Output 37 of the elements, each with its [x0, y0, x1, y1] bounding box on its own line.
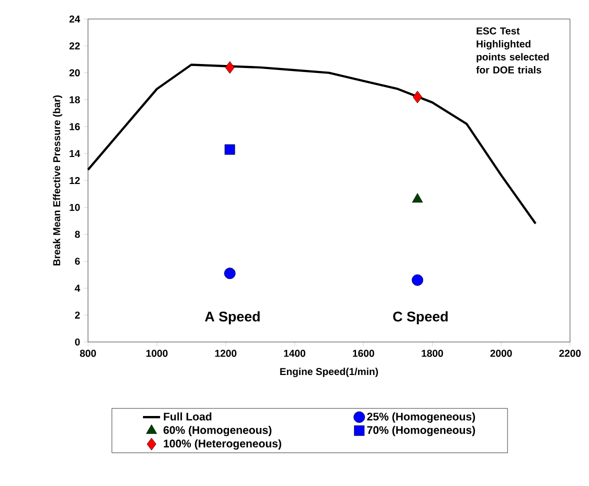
- y-tick-label: 0: [75, 338, 80, 346]
- annotation: C Speed: [393, 311, 448, 324]
- legend-label: Full Load: [164, 412, 212, 420]
- y-tick-label: 12: [70, 177, 80, 184]
- legend-label: 100% (Heterogeneous): [164, 439, 282, 450]
- legend-label: 70% (Homogeneous): [367, 426, 475, 436]
- x-tick-label: 2000: [490, 350, 512, 357]
- y-tick-label: 20: [69, 69, 80, 76]
- annotation: ESC Test Highlighted points selected for DOE trials: [476, 27, 549, 74]
- legend-label: 60% (Homogeneous): [164, 426, 272, 436]
- y-tick-label: 8: [74, 230, 80, 238]
- legend-label: 25% (Homogeneous): [367, 412, 475, 423]
- x-tick-label: 1800: [422, 350, 444, 357]
- annotation: A Speed: [204, 311, 260, 324]
- y-axis-title: Break Mean Effective Pressure (bar): [52, 95, 62, 266]
- x-tick-label: 2200: [559, 350, 581, 357]
- point: [225, 61, 235, 74]
- y-tick-label: 2: [74, 312, 80, 319]
- y-tick-label: 16: [70, 123, 80, 130]
- y-tick-label: 4: [74, 284, 80, 292]
- point: [224, 268, 236, 280]
- x-tick-label: 1400: [284, 350, 306, 357]
- x-tick-label: 1000: [146, 350, 168, 357]
- y-tick-label: 22: [69, 42, 80, 50]
- x-tick-label: 1200: [215, 350, 236, 357]
- y-tick-label: 14: [70, 150, 80, 158]
- point: [412, 90, 422, 104]
- x-axis-title: Engine Speed(1/min): [280, 368, 378, 378]
- y-tick-label: 24: [69, 16, 80, 22]
- x-tick-label: 1600: [352, 350, 374, 357]
- point: [224, 144, 236, 155]
- point: [412, 274, 424, 286]
- point: [412, 193, 423, 203]
- y-tick-label: 18: [70, 96, 80, 104]
- y-tick-label: 10: [70, 204, 80, 211]
- y-tick-label: 6: [75, 258, 80, 265]
- x-tick-label: 800: [80, 350, 96, 357]
